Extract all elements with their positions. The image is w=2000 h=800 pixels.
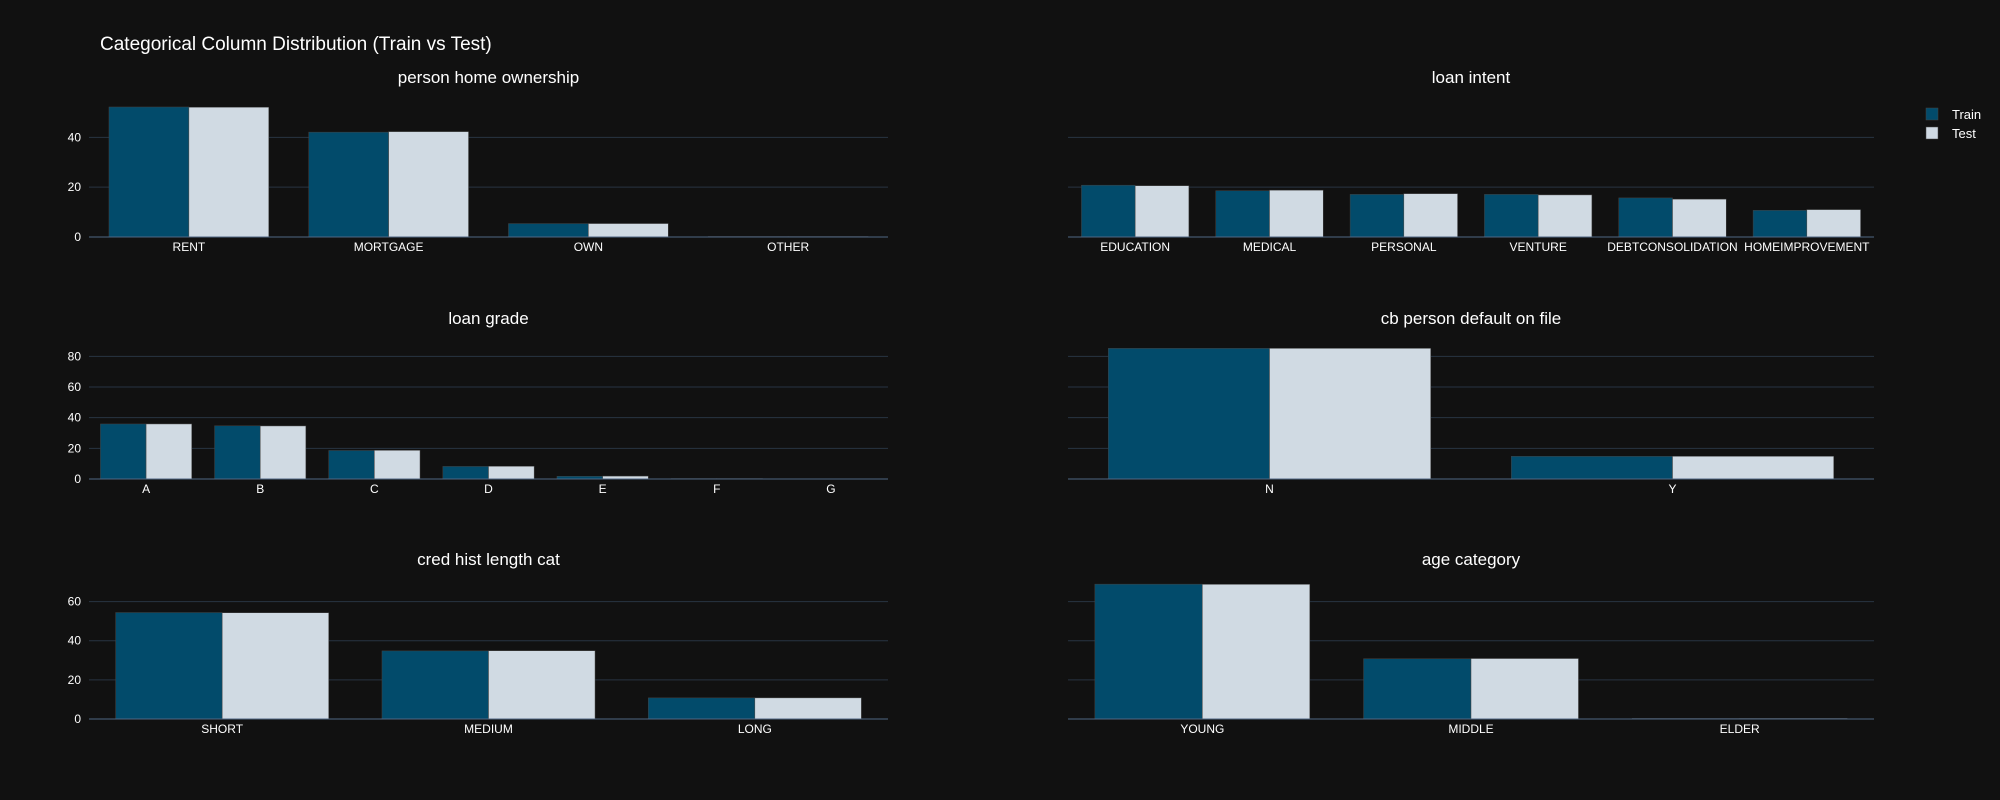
bar-test-y bbox=[1672, 456, 1834, 480]
subplot-title: loan grade bbox=[448, 309, 528, 328]
bar-train-n bbox=[1108, 348, 1270, 480]
x-tick-label: MEDICAL bbox=[1243, 240, 1297, 254]
bar-test-own bbox=[588, 223, 669, 238]
y-tick-label: 0 bbox=[74, 472, 81, 486]
y-tick-label: 40 bbox=[68, 634, 82, 648]
y-tick-label: 0 bbox=[74, 712, 81, 726]
bar-train-rent bbox=[108, 106, 190, 238]
x-tick-label: SHORT bbox=[201, 722, 243, 736]
x-tick-label: E bbox=[599, 482, 607, 496]
bar-train-y bbox=[1511, 456, 1673, 480]
x-tick-label: N bbox=[1265, 482, 1274, 496]
legend-label: Test bbox=[1952, 126, 1976, 141]
x-tick-label: RENT bbox=[173, 240, 206, 254]
subplot-3: loan grade 0 20 40 60 80 A B C D E F G bbox=[68, 309, 888, 496]
x-tick-label: HOMEIMPROVEMENT bbox=[1744, 240, 1870, 254]
legend-item-test[interactable]: Test bbox=[1925, 126, 1976, 141]
x-tick-label: VENTURE bbox=[1509, 240, 1566, 254]
bar-test-middle bbox=[1470, 658, 1579, 720]
y-tick-label: 60 bbox=[68, 595, 82, 609]
x-tick-label: MEDIUM bbox=[464, 722, 513, 736]
x-tick-label: MIDDLE bbox=[1448, 722, 1493, 736]
bar-train-debtconsolidation bbox=[1618, 197, 1673, 238]
bar-test-debtconsolidation bbox=[1672, 198, 1727, 238]
legend-item-train[interactable]: Train bbox=[1925, 107, 1981, 122]
y-tick-label: 20 bbox=[68, 441, 82, 455]
subplot-5: cred hist length cat 0 20 40 60 SHORT MEDIUM LO… bbox=[68, 550, 888, 736]
bar-train-a bbox=[100, 423, 147, 480]
bar-train-venture bbox=[1484, 194, 1539, 238]
y-tick-label: 40 bbox=[68, 411, 82, 425]
bar-test-medical bbox=[1269, 189, 1324, 238]
x-tick-label: YOUNG bbox=[1180, 722, 1224, 736]
x-tick-label: OWN bbox=[574, 240, 603, 254]
bar-train-personal bbox=[1349, 194, 1405, 238]
y-tick-label: 0 bbox=[74, 230, 81, 244]
bar-train-education bbox=[1081, 184, 1136, 238]
chart-title: Categorical Column Distribution (Train v… bbox=[100, 34, 492, 55]
bar-test-education bbox=[1134, 185, 1190, 238]
bar-test-homeimprovement bbox=[1806, 209, 1861, 238]
bar-train-long bbox=[648, 697, 756, 720]
bar-train-homeimprovement bbox=[1752, 210, 1808, 238]
x-tick-label: PERSONAL bbox=[1371, 240, 1437, 254]
bar-test-n bbox=[1269, 348, 1431, 480]
x-tick-label: MORTGAGE bbox=[354, 240, 424, 254]
x-tick-label: DEBTCONSOLIDATION bbox=[1607, 240, 1737, 254]
bar-test-long bbox=[754, 697, 862, 720]
x-tick-label: A bbox=[142, 482, 150, 496]
x-tick-label: D bbox=[484, 482, 493, 496]
x-tick-label: OTHER bbox=[767, 240, 809, 254]
bar-test-a bbox=[145, 423, 192, 480]
subplot-title: cred hist length cat bbox=[417, 550, 560, 569]
bar-train-mortgage bbox=[308, 131, 389, 238]
bar-test-medium bbox=[488, 650, 596, 720]
y-tick-label: 20 bbox=[68, 673, 82, 687]
x-tick-label: ELDER bbox=[1720, 722, 1760, 736]
bar-test-c bbox=[374, 450, 421, 480]
bar-train-middle bbox=[1363, 658, 1472, 720]
y-tick-label: 40 bbox=[68, 130, 82, 144]
bar-test-mortgage bbox=[388, 131, 469, 238]
x-tick-label: B bbox=[256, 482, 264, 496]
subplot-2: loan intent EDUCATION MEDICAL PERSONAL VENTU… bbox=[1068, 68, 1874, 254]
x-tick-label: LONG bbox=[738, 722, 772, 736]
bar-train-medical bbox=[1215, 190, 1270, 238]
subplot-4: cb person default on file N Y bbox=[1068, 309, 1874, 496]
x-tick-label: C bbox=[370, 482, 379, 496]
bar-test-b bbox=[259, 425, 307, 480]
subplot-1: person home ownership 0 20 40 RENT MORTGAGE OW… bbox=[68, 68, 888, 254]
y-tick-label: 20 bbox=[68, 180, 82, 194]
subplot-6: age category YOUNG MIDDLE ELDER bbox=[1068, 550, 1874, 736]
y-tick-label: 60 bbox=[68, 380, 82, 394]
bar-train-medium bbox=[381, 650, 489, 720]
bar-train-c bbox=[328, 450, 375, 480]
subplot-grid: person home ownership 0 20 40 RENT MORTGAGE OW… bbox=[68, 68, 1874, 736]
bar-test-rent bbox=[188, 106, 270, 238]
bar-test-personal bbox=[1403, 193, 1458, 238]
x-tick-label: G bbox=[826, 482, 835, 496]
bar-train-young bbox=[1094, 583, 1203, 720]
subplot-title: loan intent bbox=[1432, 68, 1511, 87]
y-tick-label: 80 bbox=[68, 349, 82, 363]
subplot-title: cb person default on file bbox=[1381, 309, 1562, 328]
bar-train-own bbox=[508, 223, 589, 238]
legend-label: Train bbox=[1952, 107, 1981, 122]
bar-test-short bbox=[221, 612, 329, 720]
bar-test-venture bbox=[1537, 194, 1593, 238]
legend[interactable]: Train Test bbox=[1925, 107, 1981, 141]
bar-train-d bbox=[442, 466, 489, 480]
legend-swatch bbox=[1925, 107, 1939, 121]
x-tick-label: F bbox=[713, 482, 720, 496]
subplot-title: person home ownership bbox=[398, 68, 579, 87]
bar-test-d bbox=[488, 466, 535, 480]
bar-test-young bbox=[1202, 584, 1311, 720]
bar-train-short bbox=[115, 612, 223, 720]
x-tick-label: Y bbox=[1668, 482, 1676, 496]
subplot-title: age category bbox=[1422, 550, 1521, 569]
x-tick-label: EDUCATION bbox=[1100, 240, 1170, 254]
bar-train-b bbox=[214, 425, 261, 480]
legend-swatch bbox=[1925, 126, 1939, 140]
